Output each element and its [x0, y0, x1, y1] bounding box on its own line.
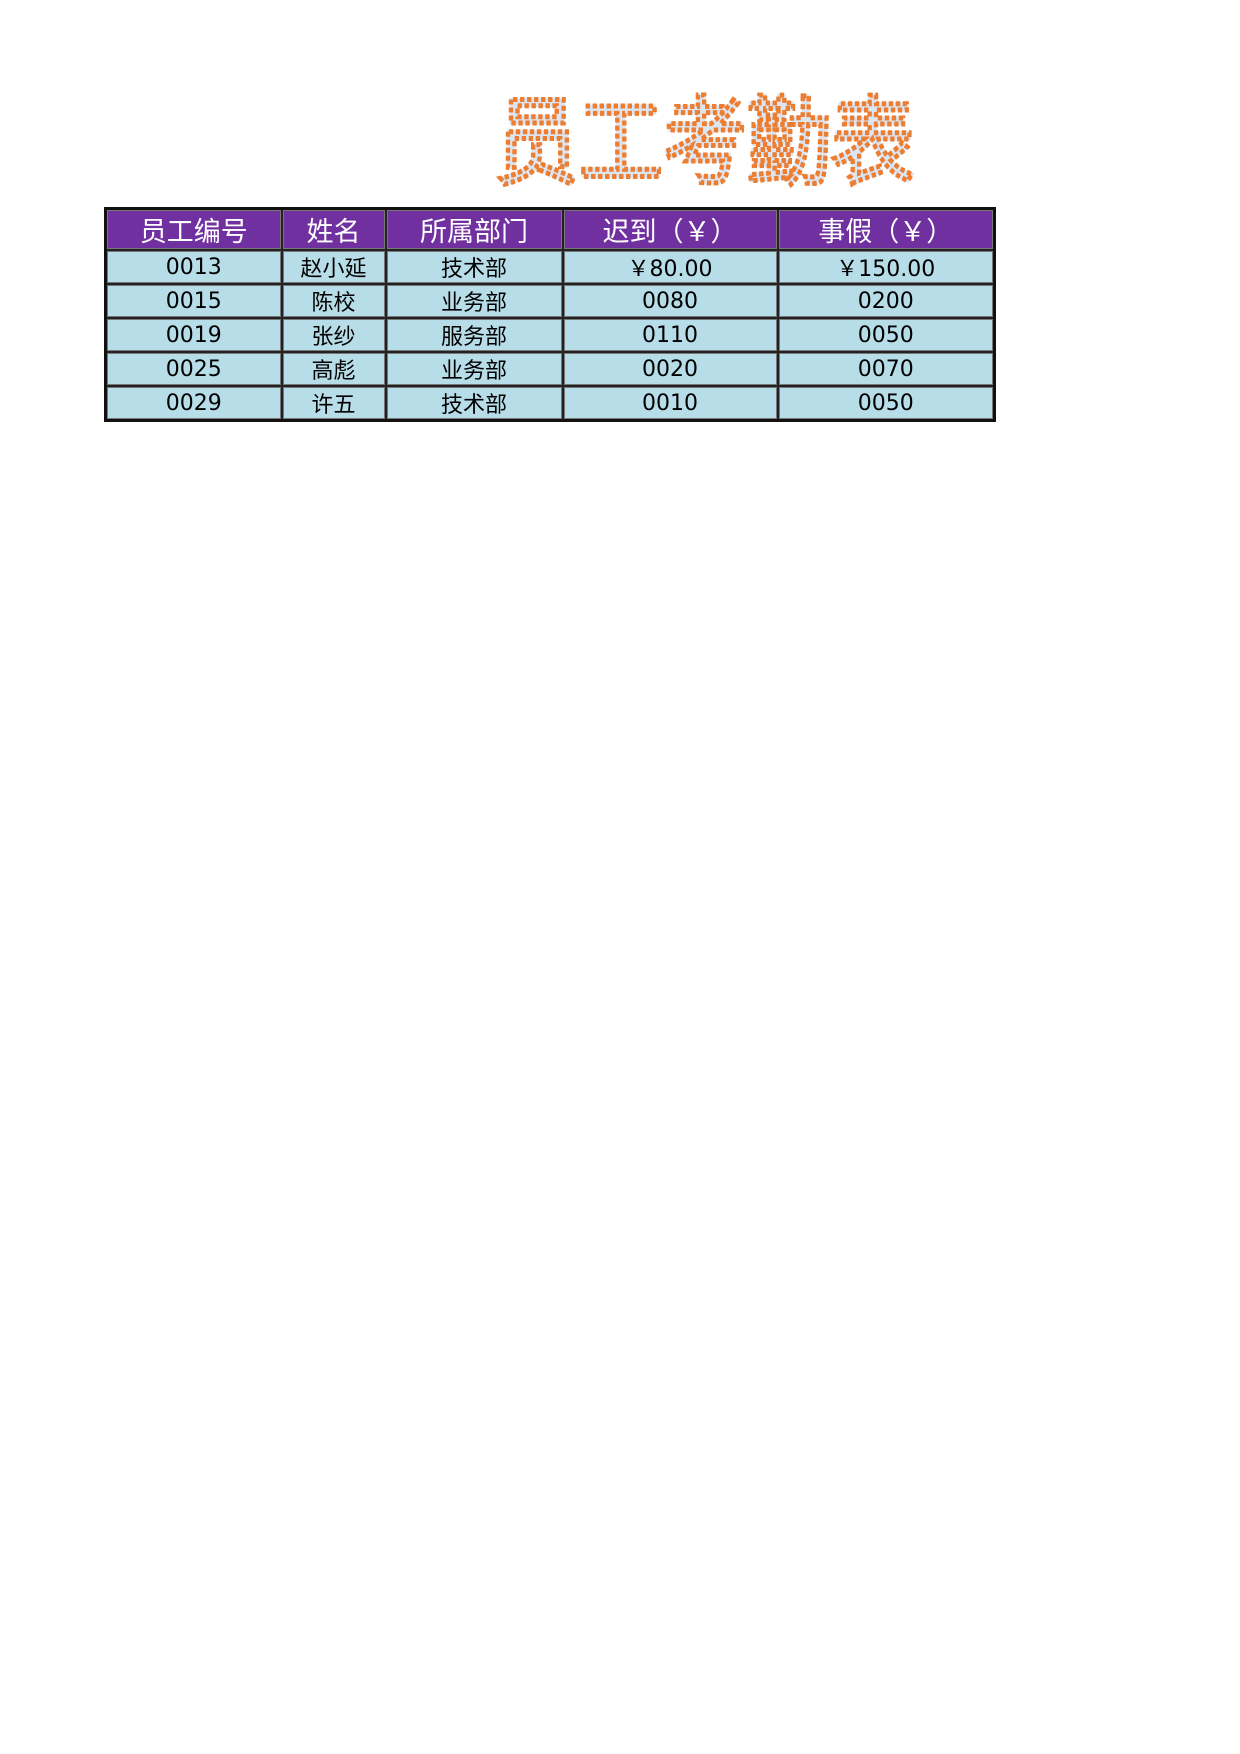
- header-employee-id[interactable]: 员工编号: [104, 207, 283, 251]
- cell-name[interactable]: 许五: [280, 385, 387, 422]
- table-row: 0013 赵小延 技术部 ￥80.00 ￥150.00: [104, 249, 996, 285]
- table-row: 0029 许五 技术部 0010 0050: [104, 385, 996, 422]
- header-leave[interactable]: 事假（￥）: [776, 207, 996, 251]
- cell-leave[interactable]: 0050: [776, 385, 996, 422]
- cell-department[interactable]: 业务部: [384, 351, 564, 387]
- cell-employee-id[interactable]: 0013: [104, 249, 283, 285]
- cell-leave[interactable]: 0200: [776, 283, 996, 319]
- cell-leave[interactable]: 0070: [776, 351, 996, 387]
- cell-leave[interactable]: ￥150.00: [776, 249, 996, 285]
- cell-department[interactable]: 服务部: [384, 317, 564, 353]
- table-row: 0025 高彪 业务部 0020 0070: [104, 351, 996, 387]
- cell-name[interactable]: 张纱: [280, 317, 387, 353]
- cell-late[interactable]: 0080: [561, 283, 779, 319]
- header-name[interactable]: 姓名: [280, 207, 387, 251]
- cell-late[interactable]: 0010: [561, 385, 779, 422]
- cell-employee-id[interactable]: 0019: [104, 317, 283, 353]
- cell-late[interactable]: ￥80.00: [561, 249, 779, 285]
- cell-name[interactable]: 陈校: [280, 283, 387, 319]
- cell-employee-id[interactable]: 0025: [104, 351, 283, 387]
- title-wordart: 员工考勤表: [495, 86, 916, 200]
- header-row: 员工编号 姓名 所属部门 迟到（￥） 事假（￥）: [104, 207, 996, 251]
- header-late[interactable]: 迟到（￥）: [561, 207, 779, 251]
- cell-department[interactable]: 技术部: [384, 385, 564, 422]
- cell-leave[interactable]: 0050: [776, 317, 996, 353]
- cell-name[interactable]: 高彪: [280, 351, 387, 387]
- table-row: 0019 张纱 服务部 0110 0050: [104, 317, 996, 353]
- cell-late[interactable]: 0110: [561, 317, 779, 353]
- header-department[interactable]: 所属部门: [384, 207, 564, 251]
- cell-late[interactable]: 0020: [561, 351, 779, 387]
- cell-department[interactable]: 业务部: [384, 283, 564, 319]
- attendance-table: 员工编号 姓名 所属部门 迟到（￥） 事假（￥） 0013 赵小延 技术部 ￥80.0…: [104, 207, 996, 422]
- cell-name[interactable]: 赵小延: [280, 249, 387, 285]
- cell-employee-id[interactable]: 0015: [104, 283, 283, 319]
- table-row: 0015 陈校 业务部 0080 0200: [104, 283, 996, 319]
- cell-employee-id[interactable]: 0029: [104, 385, 283, 422]
- page-title: 员工考勤表: [495, 87, 915, 199]
- cell-department[interactable]: 技术部: [384, 249, 564, 285]
